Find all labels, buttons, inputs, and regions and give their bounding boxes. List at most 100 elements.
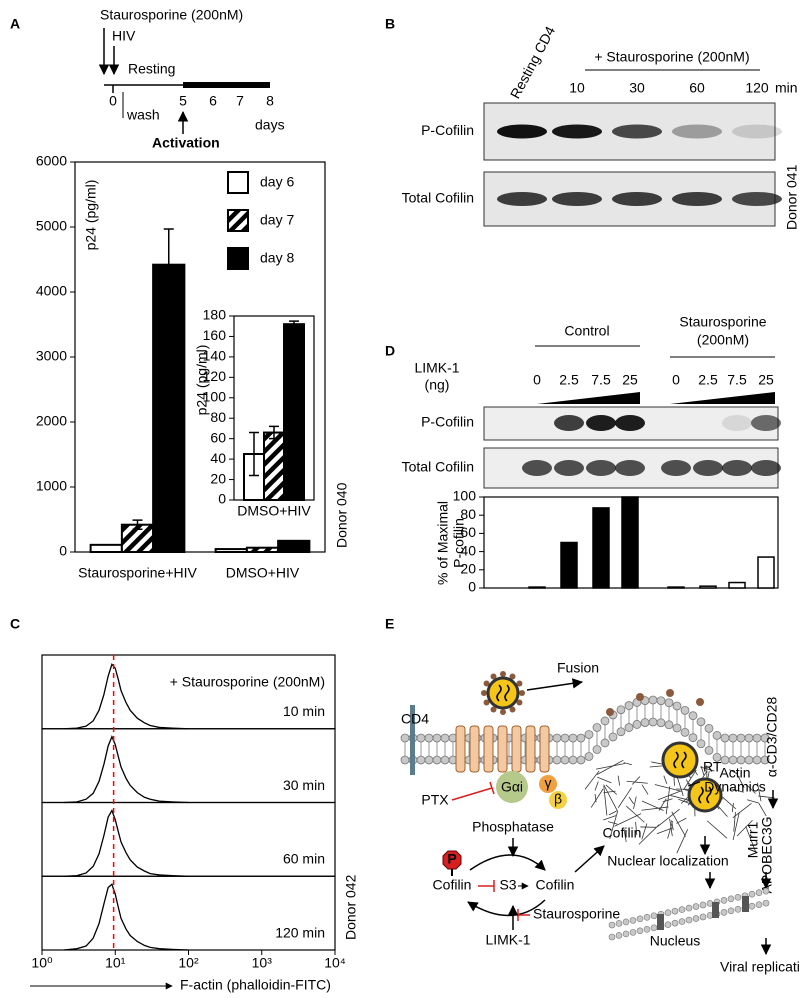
timeline-tick-label: 6 <box>209 93 217 109</box>
panel-label: D <box>385 343 395 359</box>
time-label: 10 min <box>283 703 325 719</box>
band <box>672 192 722 206</box>
bar <box>728 581 746 589</box>
y-axis-label: p24 (pg/ml) <box>194 345 210 416</box>
error-bar <box>132 519 143 530</box>
nuclear-pore <box>742 896 749 912</box>
lipid-head <box>400 733 410 743</box>
donor-label: Donor 040 <box>334 482 350 548</box>
phase-label: Resting <box>128 61 175 77</box>
bar <box>277 539 311 554</box>
panel-label: A <box>10 16 20 32</box>
virus-spike <box>666 689 674 697</box>
actin-filament <box>617 787 632 808</box>
lipid-head <box>728 755 738 765</box>
actin-filament <box>729 769 737 774</box>
actin-filament <box>716 804 728 817</box>
receptor-helix <box>455 725 466 773</box>
y-tick-label: 2000 <box>36 413 67 429</box>
virus-spike <box>483 699 490 706</box>
lipid-head <box>712 730 722 740</box>
lipid-head <box>432 755 442 765</box>
virus-genome <box>673 751 687 769</box>
actin-filament <box>638 824 660 845</box>
y-tick-label: 0 <box>218 491 226 507</box>
lipid-head <box>699 901 707 909</box>
arrow <box>574 845 605 873</box>
lipid-head <box>636 915 644 923</box>
time-label: 30 min <box>283 777 325 793</box>
actin-filament <box>700 766 715 772</box>
actin-filament <box>683 769 697 791</box>
bar <box>621 496 639 589</box>
virus-spike <box>509 706 516 713</box>
actin-filament <box>590 788 604 808</box>
lipid-head <box>704 723 714 733</box>
g-beta-label: β <box>554 791 562 807</box>
x-tick-label: 10² <box>178 955 199 971</box>
lipid-head <box>552 733 562 743</box>
band <box>612 124 662 139</box>
actin-filament <box>633 796 637 810</box>
virus <box>486 676 520 710</box>
row-label: Total Cofilin <box>402 190 474 206</box>
y-tick-label: 1000 <box>36 478 67 494</box>
y-tick-label: 0 <box>468 579 476 595</box>
bar <box>757 556 775 589</box>
legend-swatch <box>227 209 249 232</box>
lipid-head <box>600 738 610 748</box>
lipid-head <box>748 902 756 910</box>
lipid-head <box>636 927 644 935</box>
lipid-head <box>552 755 562 765</box>
bar <box>214 548 248 554</box>
lipid-head <box>671 907 679 915</box>
band <box>672 124 722 139</box>
cofilin-label: Cofilin <box>536 877 575 893</box>
phosphatase-label: Phosphatase <box>472 819 554 835</box>
actin-filament <box>671 811 686 837</box>
bar <box>560 541 578 589</box>
actin-filament <box>656 827 674 835</box>
y-tick-label: 20 <box>460 561 476 577</box>
bar <box>152 263 186 553</box>
x-tick-label: 7.5 <box>591 372 611 388</box>
bar <box>245 546 280 554</box>
lipid-head <box>744 733 754 743</box>
lipid-head <box>672 701 682 711</box>
legend-label: day 7 <box>260 212 294 228</box>
days-label: days <box>255 117 285 133</box>
actin-label: Actin <box>719 765 750 781</box>
timeline-tick-label: 5 <box>179 93 187 109</box>
y-tick-label: 160 <box>203 327 227 343</box>
lipid-head <box>592 745 602 754</box>
actin-filament <box>733 811 736 832</box>
band <box>552 192 602 206</box>
actin-filament <box>594 794 597 803</box>
lipid-head <box>584 752 594 761</box>
lipid-head <box>416 733 426 743</box>
actin-filament <box>678 798 692 805</box>
cycle-arrow <box>469 854 546 871</box>
time-label: 120 min <box>275 924 325 940</box>
x-tick-label: 10¹ <box>105 955 126 971</box>
bar <box>528 586 546 589</box>
lipid-head <box>616 705 626 715</box>
y-tick-label: 40 <box>460 542 476 558</box>
actin-filament <box>628 796 635 805</box>
lipid-head <box>440 755 450 765</box>
time-label: 60 min <box>283 851 325 867</box>
group-label: Staurosporine <box>679 314 766 330</box>
receptor-helix <box>525 725 536 773</box>
y-tick-label: 80 <box>460 506 476 522</box>
panel-label: E <box>385 616 394 632</box>
lipid-head <box>576 733 586 743</box>
band <box>693 460 723 476</box>
actin-filament <box>603 784 618 811</box>
actin-filament <box>623 828 627 842</box>
band <box>615 415 645 431</box>
dose-wedge <box>670 392 775 404</box>
lipid-head <box>648 695 658 705</box>
lipid-head <box>720 897 728 904</box>
phospho-marker <box>442 850 462 870</box>
